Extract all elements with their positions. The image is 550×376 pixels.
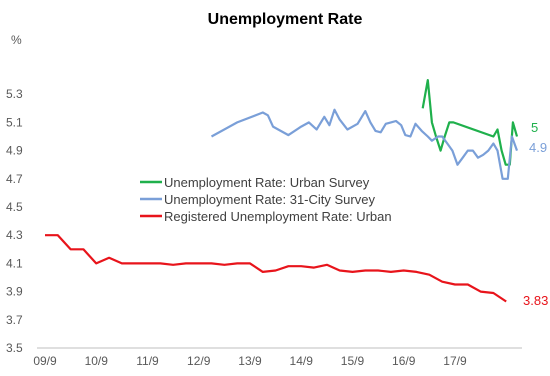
- x-tick-label: 16/9: [392, 354, 416, 368]
- y-axis-unit-label: %: [11, 33, 22, 47]
- x-tick-label: 15/9: [341, 354, 365, 368]
- end-label-registered-urban: 3.83: [523, 293, 548, 308]
- series-line-city-31-survey: [210, 108, 519, 180]
- y-tick-label: 4.9: [6, 144, 23, 158]
- y-tick-label: 3.9: [6, 285, 23, 299]
- legend-label-urban-survey: Unemployment Rate: Urban Survey: [164, 175, 370, 190]
- x-axis-tick-labels: 09/9 10/9 11/9 12/9 13/9 14/9 15/9 16/9 17/9: [33, 354, 467, 368]
- legend-label-city-31-survey: Unemployment Rate: 31-City Survey: [164, 192, 375, 207]
- y-tick-label: 3.5: [6, 341, 23, 355]
- series-end-labels: 5 4.9 3.83: [523, 120, 548, 308]
- x-tick-label: 12/9: [187, 354, 211, 368]
- y-tick-label: 3.7: [6, 313, 23, 327]
- series-line-urban-survey: [421, 79, 519, 166]
- x-tick-label: 11/9: [136, 354, 159, 368]
- y-axis-tick-labels: 3.5 3.7 3.9 4.1 4.3 4.5 4.7 4.9 5.1 5.3: [6, 87, 23, 355]
- y-tick-label: 5.1: [6, 115, 23, 129]
- chart-title: Unemployment Rate: [208, 11, 363, 28]
- legend: Unemployment Rate: Urban Survey Unemploym…: [140, 175, 392, 224]
- legend-label-registered-urban: Registered Unemployment Rate: Urban: [164, 209, 392, 224]
- x-tick-label: 13/9: [238, 354, 262, 368]
- end-label-city-31-survey: 4.9: [529, 140, 547, 155]
- end-label-urban-survey: 5: [531, 120, 538, 135]
- y-tick-label: 4.7: [6, 172, 23, 186]
- y-tick-label: 4.3: [6, 228, 23, 242]
- y-tick-label: 4.1: [6, 256, 23, 270]
- series-line-registered-urban: [45, 234, 507, 303]
- series-lines: [45, 79, 519, 303]
- y-tick-label: 4.5: [6, 200, 23, 214]
- x-tick-label: 17/9: [443, 354, 467, 368]
- x-tick-label: 10/9: [85, 354, 109, 368]
- x-tick-label: 14/9: [290, 354, 314, 368]
- x-tick-label: 09/9: [33, 354, 57, 368]
- y-tick-label: 5.3: [6, 87, 23, 101]
